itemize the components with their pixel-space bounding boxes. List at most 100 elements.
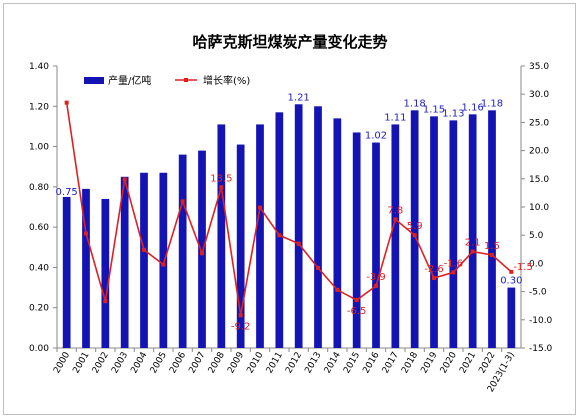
bar	[468, 114, 477, 348]
growth-marker	[142, 247, 146, 252]
bar	[449, 120, 458, 348]
growth-value-label: -3.9	[366, 272, 386, 283]
bar	[120, 176, 129, 348]
bar	[507, 287, 516, 348]
x-tick-label: 2010	[245, 350, 265, 375]
growth-marker	[161, 262, 166, 267]
x-tick-label: 2017	[381, 351, 401, 376]
growth-marker	[316, 265, 320, 270]
bar	[275, 112, 284, 348]
bar-value-label: 0.75	[56, 187, 78, 198]
growth-marker	[296, 241, 301, 246]
bar-value-label: 1.16	[462, 102, 484, 113]
growth-value-label: -1.5	[513, 262, 533, 273]
x-tick-label: 2018	[400, 350, 420, 375]
y-left-tick-label: 0.20	[29, 304, 49, 314]
y-left-tick-label: 1.20	[29, 102, 49, 112]
growth-value-label: -1.6	[444, 258, 464, 269]
y-left-tick-label: 0.80	[29, 183, 49, 193]
y-right-tick-label: 25.0	[529, 118, 549, 128]
bar	[198, 150, 206, 348]
y-right-tick-label: -5.0	[529, 288, 547, 298]
growth-marker	[470, 249, 475, 254]
bar	[294, 104, 303, 349]
bar-value-label: 1.02	[365, 131, 387, 142]
bar	[178, 154, 187, 348]
y-left-tick-label: 0.60	[29, 223, 49, 233]
growth-marker	[490, 252, 494, 257]
y-left-tick-label: 0.00	[29, 344, 49, 354]
x-tick-label: 2022	[477, 351, 497, 376]
legend-swatch-production	[84, 77, 104, 84]
x-tick-label: 2020	[439, 350, 459, 375]
growth-marker	[509, 269, 514, 274]
growth-value-label: 5.9	[407, 221, 423, 232]
bar-value-label: 1.18	[481, 98, 503, 109]
bar-value-label: 0.30	[500, 276, 522, 287]
bar	[256, 124, 264, 349]
x-tick-label: 2013	[303, 351, 323, 376]
x-tick-label: 2005	[149, 351, 169, 376]
growth-marker	[335, 287, 340, 292]
bar-value-label: 1.13	[442, 108, 464, 119]
y-right-tick-label: 10.0	[529, 203, 549, 213]
bar-value-label: 1.18	[404, 98, 426, 109]
bar	[488, 110, 496, 348]
growth-marker	[412, 233, 417, 238]
y-right-tick-label: 5.0	[529, 231, 544, 241]
growth-marker	[238, 313, 243, 318]
bar	[217, 124, 226, 349]
legend-label-growth: 增长率(%)	[203, 74, 250, 87]
growth-value-label: -9.2	[231, 321, 251, 332]
bar	[391, 124, 400, 349]
legend: 产量/亿吨 增长率(%)	[84, 74, 250, 87]
bar	[314, 106, 322, 349]
bar-value-label: 1.11	[384, 112, 406, 123]
bar-value-label: 1.15	[423, 104, 445, 115]
growth-value-label: -2.6	[424, 264, 444, 275]
bar	[333, 118, 342, 348]
growth-marker	[258, 205, 262, 210]
y-left-tick-label: 1.00	[29, 143, 49, 153]
x-tick-label: 2019	[419, 350, 439, 375]
growth-marker	[432, 276, 436, 281]
y-right-tick-label: 35.0	[529, 62, 549, 72]
growth-line	[65, 102, 512, 316]
x-tick-label: 2007	[187, 351, 207, 376]
bar-series-group	[62, 104, 516, 349]
x-tick-label: 2012	[284, 351, 304, 376]
legend-swatch-growth-marker	[184, 78, 188, 82]
growth-marker	[219, 185, 224, 190]
bar	[430, 116, 438, 348]
bar	[236, 144, 245, 348]
x-tick-label: 2001	[71, 351, 91, 376]
growth-marker	[451, 270, 456, 275]
growth-marker	[84, 231, 88, 236]
x-tick-label: 2008	[207, 350, 227, 375]
growth-marker	[374, 283, 378, 288]
growth-value-label: 7.8	[387, 205, 403, 216]
bar	[101, 198, 110, 348]
growth-marker	[200, 251, 204, 256]
bar	[410, 110, 419, 348]
x-tick-label: 2015	[342, 351, 362, 376]
bar	[352, 132, 361, 348]
x-tick-label: 2002	[91, 351, 111, 376]
bar	[372, 142, 380, 348]
x-tick-label: 2016	[361, 350, 381, 375]
y-left-tick-label: 1.40	[29, 62, 49, 72]
x-tick-label: 2003	[110, 351, 130, 376]
growth-marker	[277, 233, 282, 238]
chart-title: 哈萨克斯坦煤炭产量变化走势	[192, 33, 387, 51]
growth-marker	[393, 217, 398, 222]
x-tick-label: 2009	[226, 350, 246, 375]
growth-value-label: 1.5	[484, 241, 500, 252]
y-left-tick-label: 0.40	[29, 263, 49, 273]
y-right-tick-label: -10.0	[529, 316, 553, 326]
growth-marker	[103, 299, 108, 304]
growth-value-label: 13.5	[210, 173, 232, 184]
growth-marker	[64, 100, 69, 105]
x-tick-label: 2006	[168, 350, 188, 375]
